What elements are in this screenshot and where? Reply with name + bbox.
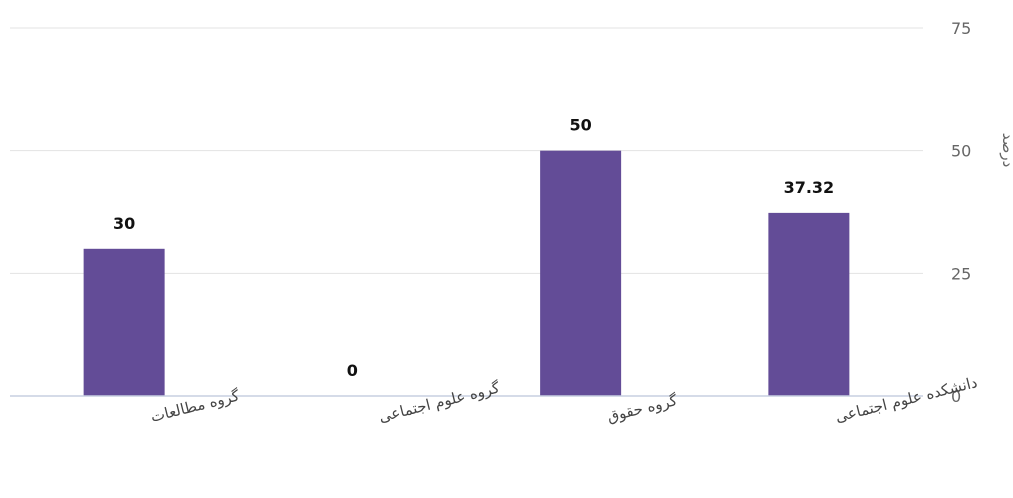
data-label: 37.32 [784, 178, 835, 197]
bar [540, 150, 622, 396]
data-label: 30 [113, 214, 135, 233]
category-label: گروه علوم اجتماعی [377, 378, 502, 426]
bar [83, 248, 165, 396]
y-tick-labels: 0 25 50 75 [951, 19, 971, 406]
bars [83, 150, 850, 396]
bar [768, 212, 850, 396]
y-axis-label: درصد [999, 133, 1013, 168]
y-tick-label: 0 [951, 387, 961, 406]
y-tick-label: 75 [951, 19, 971, 38]
data-label: 0 [347, 361, 358, 380]
y-tick-label: 25 [951, 264, 971, 283]
data-label: 50 [569, 116, 591, 135]
data-labels: 37.32 50 0 30 [113, 116, 834, 380]
y-tick-label: 50 [951, 142, 971, 161]
